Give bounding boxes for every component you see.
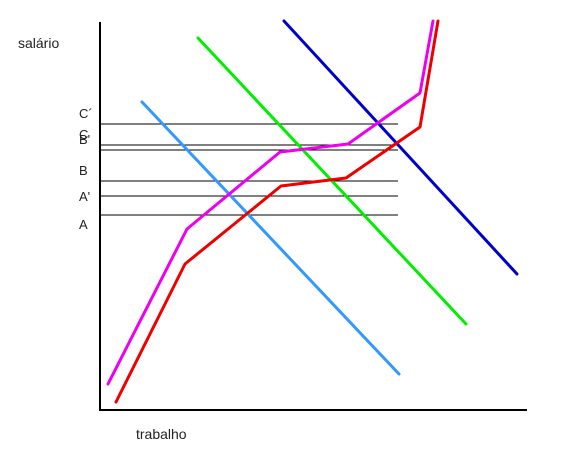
y-tick-labels: C´ CB' B A' A bbox=[79, 106, 93, 232]
y-tick-label-3: B bbox=[79, 163, 88, 178]
series-line-3 bbox=[106, 19, 435, 386]
y-tick-label-4: A' bbox=[79, 189, 90, 204]
series-layer bbox=[106, 19, 519, 404]
series-line-0 bbox=[140, 100, 401, 376]
y-tick-label-2: B' bbox=[79, 132, 90, 147]
y-tick-label-0: C´ bbox=[79, 106, 93, 121]
y-axis-title: salário bbox=[18, 35, 59, 51]
y-tick-label-5: A bbox=[79, 217, 88, 232]
series-line-2 bbox=[282, 19, 519, 276]
y-tick-label-1: C bbox=[79, 127, 88, 142]
x-axis-title: trabalho bbox=[136, 426, 187, 442]
series-line-4 bbox=[114, 19, 440, 404]
y-marker-lines bbox=[100, 123, 398, 216]
